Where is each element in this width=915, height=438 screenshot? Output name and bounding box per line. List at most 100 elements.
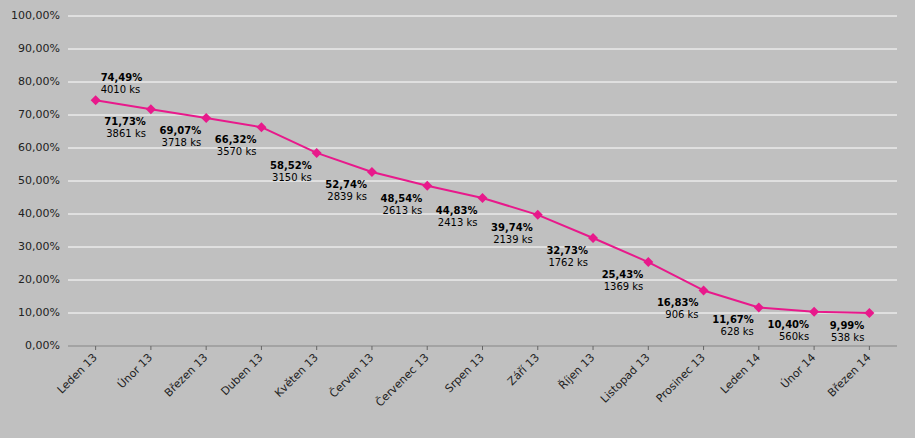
x-tick (814, 346, 815, 350)
marker (146, 104, 156, 114)
x-tick-label: Listopad 13 (598, 351, 653, 406)
x-tick-label: Leden 14 (718, 351, 763, 396)
grid-line (68, 49, 897, 50)
count-label: 4010 ks (101, 84, 141, 95)
value-label: 16,83% (657, 297, 699, 308)
grid-line (68, 214, 897, 215)
value-label: 10,40% (767, 319, 809, 330)
x-tick-label: Březen 14 (825, 351, 874, 400)
y-tick-label: 10,00% (18, 306, 60, 319)
x-tick-label: Prosinec 13 (654, 351, 708, 405)
x-tick-label: Červen 13 (327, 351, 376, 400)
count-label: 3718 ks (162, 137, 202, 148)
x-tick (758, 346, 759, 350)
count-label: 560ks (779, 331, 809, 342)
x-tick (537, 346, 538, 350)
marker (864, 308, 874, 318)
x-tick (648, 346, 649, 350)
marker (91, 95, 101, 105)
value-label: 44,83% (436, 205, 478, 216)
x-tick-label: Říjen 13 (556, 351, 597, 392)
y-tick-label: 0,00% (25, 339, 60, 352)
x-tick (371, 346, 372, 350)
grid-line (68, 181, 897, 182)
chart: 0,00%10,00%20,00%30,00%40,00%50,00%60,00… (0, 0, 915, 438)
y-tick-label: 80,00% (18, 75, 60, 88)
x-tick (869, 346, 870, 350)
x-tick (482, 346, 483, 350)
y-tick-label: 70,00% (18, 108, 60, 121)
count-label: 2139 ks (493, 234, 533, 245)
marker (533, 210, 543, 220)
x-tick-label: Březen 13 (162, 351, 211, 400)
x-tick (150, 346, 151, 350)
data-labels: 74,49%4010 ks 71,73%3861 ks 69,07%3718 ks 6… (101, 72, 865, 343)
x-tick (206, 346, 207, 350)
count-label: 3150 ks (272, 172, 312, 183)
x-tick (261, 346, 262, 350)
y-axis: 0,00%10,00%20,00%30,00%40,00%50,00%60,00… (11, 9, 897, 352)
value-label: 11,67% (712, 314, 754, 325)
y-tick-label: 50,00% (18, 174, 60, 187)
marker (643, 257, 653, 267)
value-label: 48,54% (381, 193, 423, 204)
y-tick-label: 30,00% (18, 240, 60, 253)
plot-background (68, 16, 897, 346)
count-label: 2413 ks (438, 217, 478, 228)
count-label: 628 ks (721, 326, 754, 337)
value-label: 32,73% (546, 245, 588, 256)
x-tick (703, 346, 704, 350)
x-tick (593, 346, 594, 350)
grid-line (68, 247, 897, 248)
x-tick-label: Červenec 13 (373, 351, 431, 409)
value-label: 74,49% (101, 72, 143, 83)
grid-line (68, 82, 897, 83)
x-tick-label: Únor 13 (115, 351, 155, 391)
marker (256, 122, 266, 132)
series (91, 95, 875, 318)
count-label: 3570 ks (217, 146, 257, 157)
y-tick-label: 100,00% (11, 9, 60, 22)
value-label: 71,73% (104, 116, 146, 127)
x-tick-label: Září 13 (505, 351, 542, 388)
value-label: 25,43% (602, 269, 644, 280)
value-label: 69,07% (160, 125, 202, 136)
x-tick (316, 346, 317, 350)
x-tick-label: Srpen 13 (442, 351, 486, 395)
grid-line (68, 280, 897, 281)
x-tick (427, 346, 428, 350)
y-tick-label: 60,00% (18, 141, 60, 154)
count-label: 538 ks (831, 332, 864, 343)
y-tick-label: 20,00% (18, 273, 60, 286)
marker (754, 302, 764, 312)
marker (367, 167, 377, 177)
x-tick (95, 346, 96, 350)
value-label: 58,52% (270, 160, 312, 171)
marker (201, 113, 211, 123)
marker (588, 233, 598, 243)
x-tick-label: Únor 14 (778, 351, 818, 391)
marker (422, 181, 432, 191)
value-label: 9,99% (830, 320, 865, 331)
marker (478, 193, 488, 203)
grid-line (68, 16, 897, 17)
count-label: 1762 ks (548, 257, 588, 268)
value-label: 66,32% (215, 134, 257, 145)
count-label: 2839 ks (327, 191, 367, 202)
count-label: 3861 ks (106, 128, 146, 139)
value-label: 39,74% (491, 222, 533, 233)
y-tick-label: 90,00% (18, 42, 60, 55)
count-label: 2613 ks (383, 205, 423, 216)
marker (312, 148, 322, 158)
count-label: 1369 ks (604, 281, 644, 292)
marker (809, 307, 819, 317)
line (96, 100, 870, 313)
x-tick-label: Leden 13 (55, 351, 100, 396)
x-axis: Leden 13 Únor 13Březen 13Duben 13Květen 1… (55, 346, 897, 409)
marker (699, 285, 709, 295)
x-tick-label: Květen 13 (272, 351, 321, 400)
chart-container: 0,00%10,00%20,00%30,00%40,00%50,00%60,00… (0, 0, 915, 438)
count-label: 906 ks (665, 309, 698, 320)
grid-line (68, 313, 897, 314)
x-tick-label: Duben 13 (219, 351, 266, 398)
